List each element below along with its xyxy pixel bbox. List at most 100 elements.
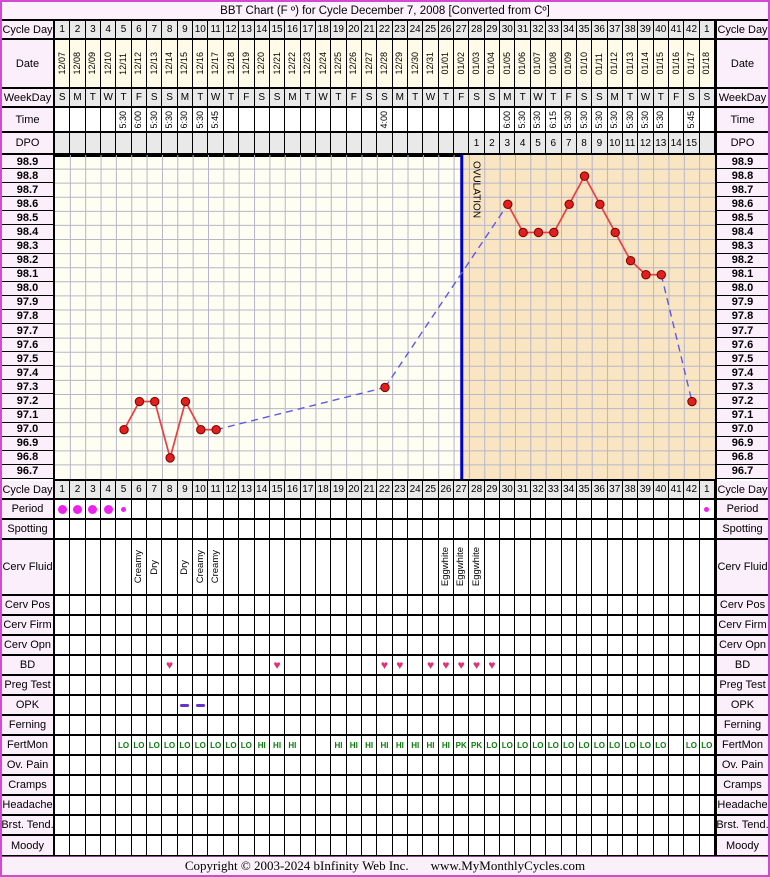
grid-cell <box>346 108 362 131</box>
cycle-day-value: 1 <box>55 21 71 38</box>
grid-cell <box>147 836 163 855</box>
grid-cell <box>622 796 639 814</box>
grid-cell <box>361 656 378 674</box>
temp-line-segment <box>553 203 570 233</box>
grid-cell <box>85 676 102 694</box>
grid-cell: 5:45 <box>208 108 224 131</box>
date-value: 12/24 <box>317 52 328 75</box>
weekday-value: F <box>131 89 148 106</box>
grid-cell: LO <box>684 736 700 754</box>
grid-cell: 01/04 <box>484 40 501 87</box>
grid-cell: ♥ <box>438 656 455 674</box>
cycle-day-value: 17 <box>300 481 316 498</box>
grid-cell: HI <box>285 736 301 754</box>
grid-row: DPO DPO 1 2 3 4 5 6 7 8 9 10 11 12 13 14 15 <box>2 133 768 155</box>
date-value: 12/28 <box>378 52 389 75</box>
cycle-day-value: 27 <box>454 21 470 38</box>
grid-cell <box>668 108 685 131</box>
grid-cell: 5:30 <box>622 108 639 131</box>
grid-cell <box>177 776 194 794</box>
grid-cell <box>285 540 301 594</box>
grid-cell <box>699 133 715 153</box>
grid-cell <box>530 776 547 794</box>
grid-cell <box>592 696 608 714</box>
cycle-day-value: 24 <box>408 21 424 38</box>
grid-cell <box>55 816 71 834</box>
grid-cell <box>254 756 270 774</box>
grid-cell <box>147 500 163 518</box>
grid-cell: 12/16 <box>193 40 209 87</box>
grid-cell <box>162 616 178 634</box>
grid-cell <box>177 676 194 694</box>
grid-cell <box>530 696 547 714</box>
weekday-value: T <box>653 89 669 106</box>
grid-cell: LO <box>177 736 194 754</box>
grid-cell <box>561 616 577 634</box>
grid-cell <box>162 836 178 855</box>
grid-cell <box>377 796 393 814</box>
grid-cell <box>622 676 639 694</box>
fertmon-value: HI <box>380 740 389 750</box>
grid-cell <box>622 656 639 674</box>
grid-cell <box>239 133 255 153</box>
temp-line-segment <box>123 401 141 431</box>
grid-cell <box>85 796 102 814</box>
site-link[interactable]: www.MyMonthlyCycles.com <box>430 858 586 873</box>
grid-cell <box>70 716 86 734</box>
grid-cell <box>684 500 700 518</box>
grid-cell <box>484 676 501 694</box>
cycle-day-value: 8 <box>162 21 178 38</box>
grid-cell <box>177 796 194 814</box>
symptom-row-label: Cerv Fluid <box>2 540 55 594</box>
grid-cell <box>576 500 593 518</box>
grid-cell <box>193 636 209 654</box>
grid-cell <box>561 716 577 734</box>
grid-cell <box>162 716 178 734</box>
weekday-value: S <box>576 89 593 106</box>
grid-cell <box>116 616 132 634</box>
grid-cell <box>315 796 332 814</box>
grid-cell <box>55 656 71 674</box>
grid-cell <box>622 520 639 538</box>
grid-cell: 12/14 <box>162 40 178 87</box>
temp-point <box>549 227 559 238</box>
grid-row: Date Date 12/07 12/08 12/09 12/10 12/11 12/12 12… <box>2 40 768 89</box>
grid-cell <box>300 596 316 614</box>
temp-axis-label: 98.9 <box>2 155 55 170</box>
cycle-day-value: 20 <box>346 21 362 38</box>
weekday-value: M <box>70 89 86 106</box>
cycle-day-value: 34 <box>561 21 577 38</box>
grid-cell <box>438 676 455 694</box>
date-value: 01/07 <box>532 52 543 75</box>
grid-cell <box>285 716 301 734</box>
time-value: 5:30 <box>563 110 574 129</box>
grid-cell <box>55 636 71 654</box>
grid-cell <box>361 636 378 654</box>
grid-cell <box>515 836 531 855</box>
grid-cell <box>346 540 362 594</box>
grid-cell: LO <box>607 736 623 754</box>
ovulation-line <box>460 155 464 479</box>
grid-cell <box>131 656 148 674</box>
grid-cell <box>331 756 347 774</box>
grid-cell <box>55 836 71 855</box>
grid-cell <box>223 796 240 814</box>
grid-cell <box>500 596 516 614</box>
grid-cell <box>346 696 362 714</box>
grid-cell <box>469 696 485 714</box>
grid-cell: HI <box>361 736 378 754</box>
grid-cell <box>193 133 209 153</box>
grid-cell <box>546 816 562 834</box>
grid-cell <box>607 816 623 834</box>
temp-point <box>564 199 574 210</box>
grid-cell <box>576 716 593 734</box>
grid-cell <box>177 816 194 834</box>
grid-cell <box>653 656 669 674</box>
grid-cell <box>162 540 178 594</box>
grid-cell <box>55 776 71 794</box>
temperature-plot: OVULATION <box>55 155 715 479</box>
temp-line-segment <box>507 203 524 233</box>
grid-cell <box>592 520 608 538</box>
grid-cell <box>70 596 86 614</box>
